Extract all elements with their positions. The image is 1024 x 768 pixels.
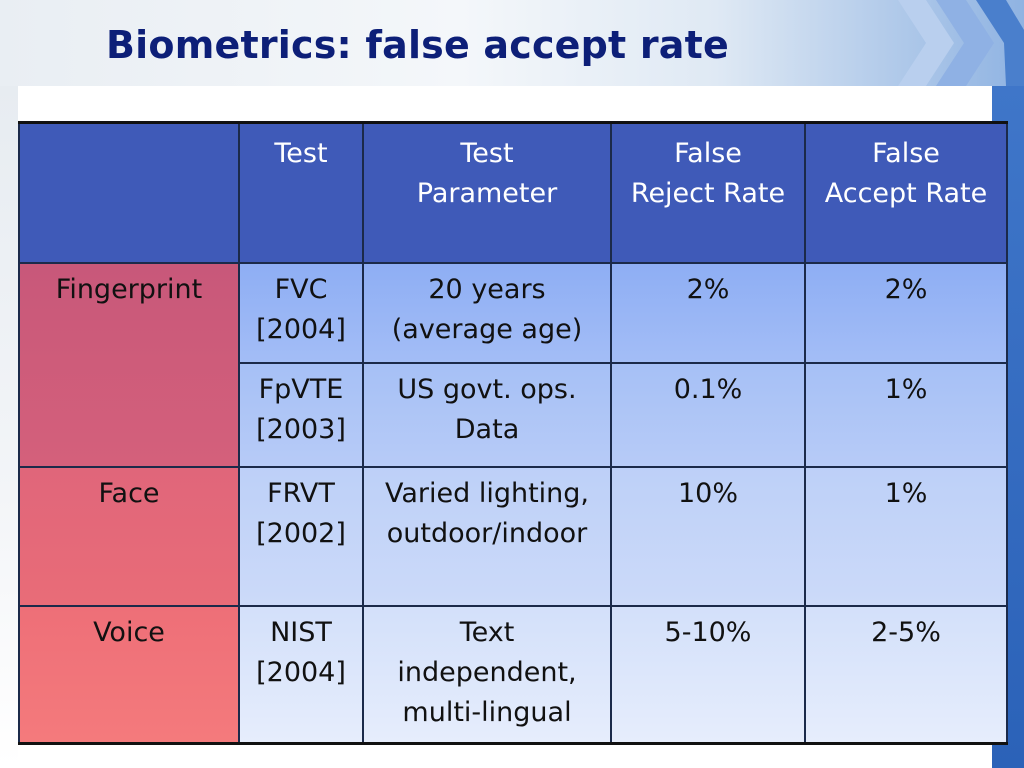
row-label-face: Face (18, 465, 240, 607)
biometrics-table: Test Test Parameter False Reject Rate Fa… (18, 121, 1008, 745)
header-cell-test: Test (238, 121, 364, 264)
cell-false-reject-rate: 0.1% (610, 361, 806, 468)
header-cell-false-accept-rate: False Accept Rate (804, 121, 1008, 264)
table-row: FpVTE [2003] US govt. ops. Data 0.1% 1% (19, 361, 1008, 468)
cell-false-reject-rate: 10% (610, 465, 806, 607)
cell-false-reject-rate: 5-10% (610, 604, 806, 745)
row-label-fingerprint: Fingerprint (18, 261, 240, 468)
cell-parameter: Text independent, multi-lingual (362, 604, 612, 745)
page-title: Biometrics: false accept rate (106, 23, 729, 67)
table-row: Voice NIST [2004] Text independent, mult… (18, 604, 1008, 745)
cell-parameter: 20 years (average age) (362, 261, 612, 364)
table-header-row: Test Test Parameter False Reject Rate Fa… (18, 121, 1008, 264)
cell-test: FRVT [2002] (238, 465, 364, 607)
table-row: Face FRVT [2002] Varied lighting, outdoo… (18, 465, 1008, 607)
header-cell-false-reject-rate: False Reject Rate (610, 121, 806, 264)
cell-false-accept-rate: 2-5% (804, 604, 1008, 745)
cell-parameter: US govt. ops. Data (362, 361, 612, 468)
cell-false-accept-rate: 1% (804, 361, 1008, 468)
cell-parameter: Varied lighting, outdoor/indoor (362, 465, 612, 607)
cell-test: NIST [2004] (238, 604, 364, 745)
header-cell-test-parameter: Test Parameter (362, 121, 612, 264)
row-label-voice: Voice (18, 604, 240, 745)
chevron-decoration-icon (898, 0, 1024, 86)
cell-false-accept-rate: 1% (804, 465, 1008, 607)
cell-false-accept-rate: 2% (804, 261, 1008, 364)
cell-false-reject-rate: 2% (610, 261, 806, 364)
table-row: Fingerprint FVC [2004] 20 years (average… (18, 261, 1008, 468)
cell-test: FVC [2004] (238, 261, 364, 364)
left-fade (0, 86, 18, 768)
header-band (0, 0, 1024, 86)
cell-test: FpVTE [2003] (238, 361, 364, 468)
header-cell-empty (18, 121, 240, 264)
